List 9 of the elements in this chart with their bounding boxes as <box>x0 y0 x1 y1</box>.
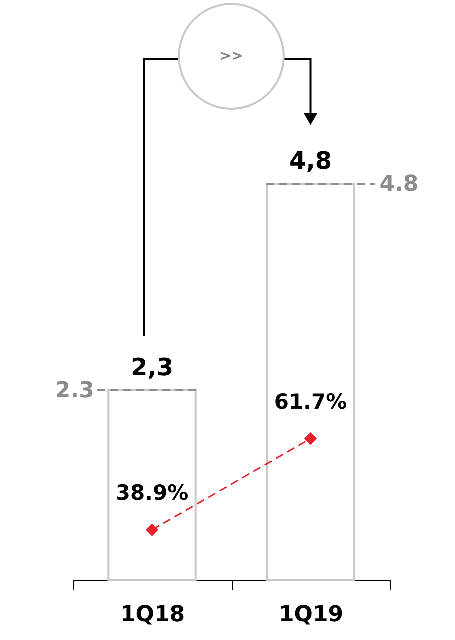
data-label: 61.7% <box>274 390 348 414</box>
text: >> <box>220 48 244 65</box>
ref-line-label: 4.8 <box>380 172 419 198</box>
x-tick-label: 1Q18 <box>120 602 186 628</box>
data-label: 38.9% <box>116 481 189 506</box>
ref-line-label: 2.3 <box>55 378 94 404</box>
data-label: 4,8 <box>289 147 332 176</box>
x-tick-label: 1Q19 <box>278 602 344 628</box>
data-label: 2,3 <box>130 353 174 382</box>
